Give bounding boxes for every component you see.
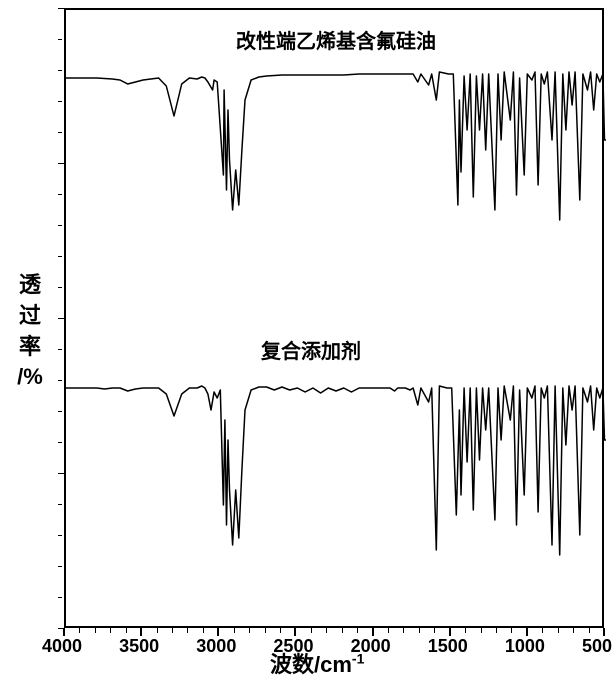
x-minor-tick (95, 628, 96, 633)
x-minor-tick (357, 628, 358, 633)
y-tick-mark (58, 132, 62, 133)
y-tick-mark (58, 535, 62, 536)
spectrum-line-1 (66, 386, 606, 555)
x-minor-tick (110, 628, 111, 633)
y-tick-mark (58, 256, 62, 257)
y-tick-mark (58, 101, 62, 102)
y-tick-mark (58, 287, 62, 288)
x-minor-tick (481, 628, 482, 633)
x-minor-tick (126, 628, 127, 633)
x-tick-label: 3500 (119, 636, 159, 657)
x-tick-mark (603, 628, 605, 636)
x-minor-tick (589, 628, 590, 633)
y-tick-mark (58, 380, 62, 381)
x-minor-tick (542, 628, 543, 633)
y-tick-mark (58, 349, 62, 350)
y-tick-mark (58, 504, 62, 505)
y-tick-mark (58, 411, 62, 412)
x-tick-mark (449, 628, 451, 636)
x-minor-tick (558, 628, 559, 633)
x-tick-mark (294, 628, 296, 636)
y-label-line: 率 (10, 332, 50, 363)
x-minor-tick (234, 628, 235, 633)
y-tick-mark (58, 194, 62, 195)
x-minor-tick (434, 628, 435, 633)
x-minor-tick (203, 628, 204, 633)
x-tick-mark (140, 628, 142, 636)
x-minor-tick (326, 628, 327, 633)
x-minor-tick (465, 628, 466, 633)
x-tick-label: 500 (582, 636, 612, 657)
x-minor-tick (342, 628, 343, 633)
x-minor-tick (403, 628, 404, 633)
x-tick-mark (372, 628, 374, 636)
y-label-line: /% (10, 362, 50, 393)
y-tick-mark (58, 39, 62, 40)
y-tick-mark (58, 473, 65, 474)
x-tick-mark (217, 628, 219, 636)
panel-title-bottom: 复合添加剂 (261, 335, 361, 364)
panel-title-top: 改性端乙烯基含氟硅油 (236, 25, 436, 54)
x-tick-label: 1000 (505, 636, 545, 657)
y-tick-mark (58, 566, 62, 567)
x-tick-mark (526, 628, 528, 636)
x-tick-label: 2500 (273, 636, 313, 657)
x-minor-tick (157, 628, 158, 633)
y-tick-mark (58, 318, 65, 319)
x-minor-tick (388, 628, 389, 633)
y-label-line: 透 (10, 270, 50, 301)
x-minor-tick (496, 628, 497, 633)
x-tick-label: 3000 (196, 636, 236, 657)
x-minor-tick (172, 628, 173, 633)
x-tick-mark (63, 628, 65, 636)
y-tick-mark (58, 163, 65, 164)
x-minor-tick (511, 628, 512, 633)
x-minor-tick (249, 628, 250, 633)
x-minor-tick (311, 628, 312, 633)
x-minor-tick (419, 628, 420, 633)
y-tick-mark (58, 70, 62, 71)
y-tick-mark (58, 8, 65, 9)
y-tick-mark (58, 225, 62, 226)
x-minor-tick (573, 628, 574, 633)
chart-plot-area: 改性端乙烯基含氟硅油 复合添加剂 (64, 8, 604, 628)
x-tick-label: 4000 (42, 636, 82, 657)
y-tick-mark (58, 628, 65, 629)
y-axis-label: 透 过 率 /% (10, 270, 50, 393)
x-minor-tick (280, 628, 281, 633)
spectrum-line-0 (66, 72, 606, 220)
x-tick-label: 1500 (428, 636, 468, 657)
x-minor-tick (265, 628, 266, 633)
y-label-line: 过 (10, 301, 50, 332)
x-minor-tick (79, 628, 80, 633)
y-tick-mark (58, 442, 62, 443)
spectrum-svg (66, 10, 606, 630)
x-minor-tick (187, 628, 188, 633)
y-tick-mark (58, 597, 62, 598)
x-tick-label: 2000 (351, 636, 391, 657)
